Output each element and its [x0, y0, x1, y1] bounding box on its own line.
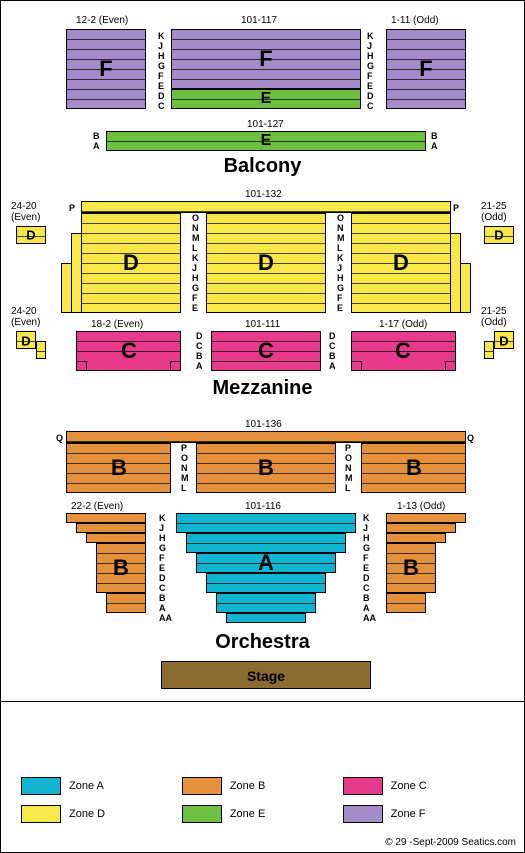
legend-label: Zone D [69, 808, 105, 820]
zone-b-label: B [113, 555, 129, 581]
orch-lower-rows-left: KJHGFEDCBAAA [159, 513, 172, 623]
mezz-d-rows-aisle1: ONMLKJHGFE [191, 213, 201, 313]
orch-b-q-right: Q [467, 433, 474, 443]
mezz-d-rows-aisle2: ONMLKJHGFE [336, 213, 346, 313]
legend-swatch [343, 805, 383, 823]
legend-label: Zone C [391, 780, 427, 792]
mezz-d-right-step1 [451, 233, 461, 313]
orch-a-1 [176, 513, 356, 533]
legend: Zone A Zone B Zone C Zone D Zone E Zone … [1, 768, 524, 828]
zone-d-label: D [123, 250, 139, 276]
balcony-title: Balcony [1, 155, 524, 178]
zone-f-label: F [99, 56, 112, 82]
orch-b-top [66, 431, 466, 443]
zone-d-label: D [26, 228, 35, 243]
zone-d-label: D [499, 334, 508, 349]
legend-item: Zone C [343, 772, 504, 800]
orch-b-lr-1 [386, 513, 466, 523]
stage: Stage [161, 661, 371, 689]
orch-b-ll-2 [76, 523, 146, 533]
zone-d-label: D [494, 228, 503, 243]
legend-label: Zone E [230, 808, 265, 820]
balcony-f-rows-left: KJHGFEDC [158, 31, 165, 111]
zone-d-label: D [393, 250, 409, 276]
zone-b-label: B [111, 455, 127, 481]
mezz-d-top [81, 201, 451, 213]
mezz-c-label-center: 101-111 [245, 319, 280, 330]
legend-swatch [182, 777, 222, 795]
zone-c-label: C [395, 338, 411, 364]
legend-separator [1, 701, 524, 702]
zone-d-label: D [21, 334, 30, 349]
orch-lower-label-left: 22-2 (Even) [71, 501, 123, 512]
zone-d-label: D [258, 250, 274, 276]
orch-b-lr-2 [386, 523, 456, 533]
orch-b-q-left: Q [56, 433, 63, 443]
mezz-d-left-step2 [61, 263, 71, 313]
legend-item: Zone B [182, 772, 343, 800]
orch-a-4 [206, 573, 326, 593]
zone-e-label: E [261, 132, 272, 150]
mezz-c-label-left: 18-2 (Even) [91, 319, 143, 330]
seating-chart: 12-2 (Even) 101-117 1-11 (Odd) F F F KJH… [0, 0, 525, 853]
legend-item: Zone A [21, 772, 182, 800]
orch-lower-label-right: 1-13 (Odd) [397, 501, 445, 512]
zone-b-label: B [406, 455, 422, 481]
zone-b-label: B [403, 555, 419, 581]
orch-b-ll-5 [106, 593, 146, 613]
orch-b-ll-3 [86, 533, 146, 543]
orch-b-rows-aisle1: PONML [181, 443, 189, 493]
orch-b-label-center: 101-136 [245, 419, 282, 430]
balcony-label-center: 101-117 [241, 15, 277, 26]
mezz-d-p-left: P [69, 203, 75, 213]
zone-a-label: A [258, 550, 274, 576]
mezz-c-rows-l2: DCBA [329, 331, 336, 371]
zone-f-label: F [259, 46, 272, 72]
balcony-f-rows-right: KJHGFEDC [367, 31, 374, 111]
copyright: © 29 -Sept-2009 Seatics.com [385, 837, 516, 848]
mezz-d-right-step2 [461, 263, 471, 313]
mezz-d-label-center: 101-132 [245, 189, 282, 200]
balcony-e-label: 101-127 [247, 119, 284, 130]
orch-b-lr-3 [386, 533, 446, 543]
legend-item: Zone E [182, 800, 343, 828]
legend-item: Zone D [21, 800, 182, 828]
zone-c-label: C [258, 338, 274, 364]
zone-b-label: B [258, 455, 274, 481]
balcony-e-rows-right: BA [431, 131, 438, 151]
mezz-d-box-rb2 [484, 341, 494, 359]
balcony-e-rows-left: BA [93, 131, 100, 151]
orch-b-ll-1 [66, 513, 146, 523]
mezz-d-label-right-bottom: 21-25 (Odd) [481, 306, 507, 328]
zone-e-label: E [261, 90, 272, 108]
mezz-d-p-right: P [453, 203, 459, 213]
legend-swatch [21, 805, 61, 823]
legend-label: Zone A [69, 780, 104, 792]
orch-b-rows-aisle2: PONML [345, 443, 353, 493]
legend-swatch [182, 805, 222, 823]
legend-item: Zone F [343, 800, 504, 828]
mezz-d-left-step1 [71, 233, 81, 313]
legend-swatch [343, 777, 383, 795]
orchestra-title: Orchestra [1, 631, 524, 654]
zone-f-label: F [419, 56, 432, 82]
legend-label: Zone B [230, 780, 265, 792]
zone-c-label: C [121, 338, 137, 364]
orch-b-lr-5 [386, 593, 426, 613]
orch-a-label: 101-116 [245, 501, 281, 512]
mezz-d-label-left-bottom: 24-20 (Even) [11, 306, 40, 328]
legend-swatch [21, 777, 61, 795]
mezz-d-label-right-top: 21-25 (Odd) [481, 201, 507, 223]
mezzanine-title: Mezzanine [1, 377, 524, 400]
legend-label: Zone F [391, 808, 426, 820]
mezz-d-label-left-top: 24-20 (Even) [11, 201, 40, 223]
mezz-d-box-lb2 [36, 341, 46, 359]
orch-a-5 [216, 593, 316, 613]
mezz-c-rows-l1: DCBA [196, 331, 203, 371]
balcony-label-right: 1-11 (Odd) [391, 15, 439, 26]
mezz-c-label-right: 1-17 (Odd) [379, 319, 427, 330]
orch-lower-rows-right: KJHGFEDCBAAA [363, 513, 376, 623]
balcony-label-left: 12-2 (Even) [76, 15, 128, 26]
orch-a-6 [226, 613, 306, 623]
